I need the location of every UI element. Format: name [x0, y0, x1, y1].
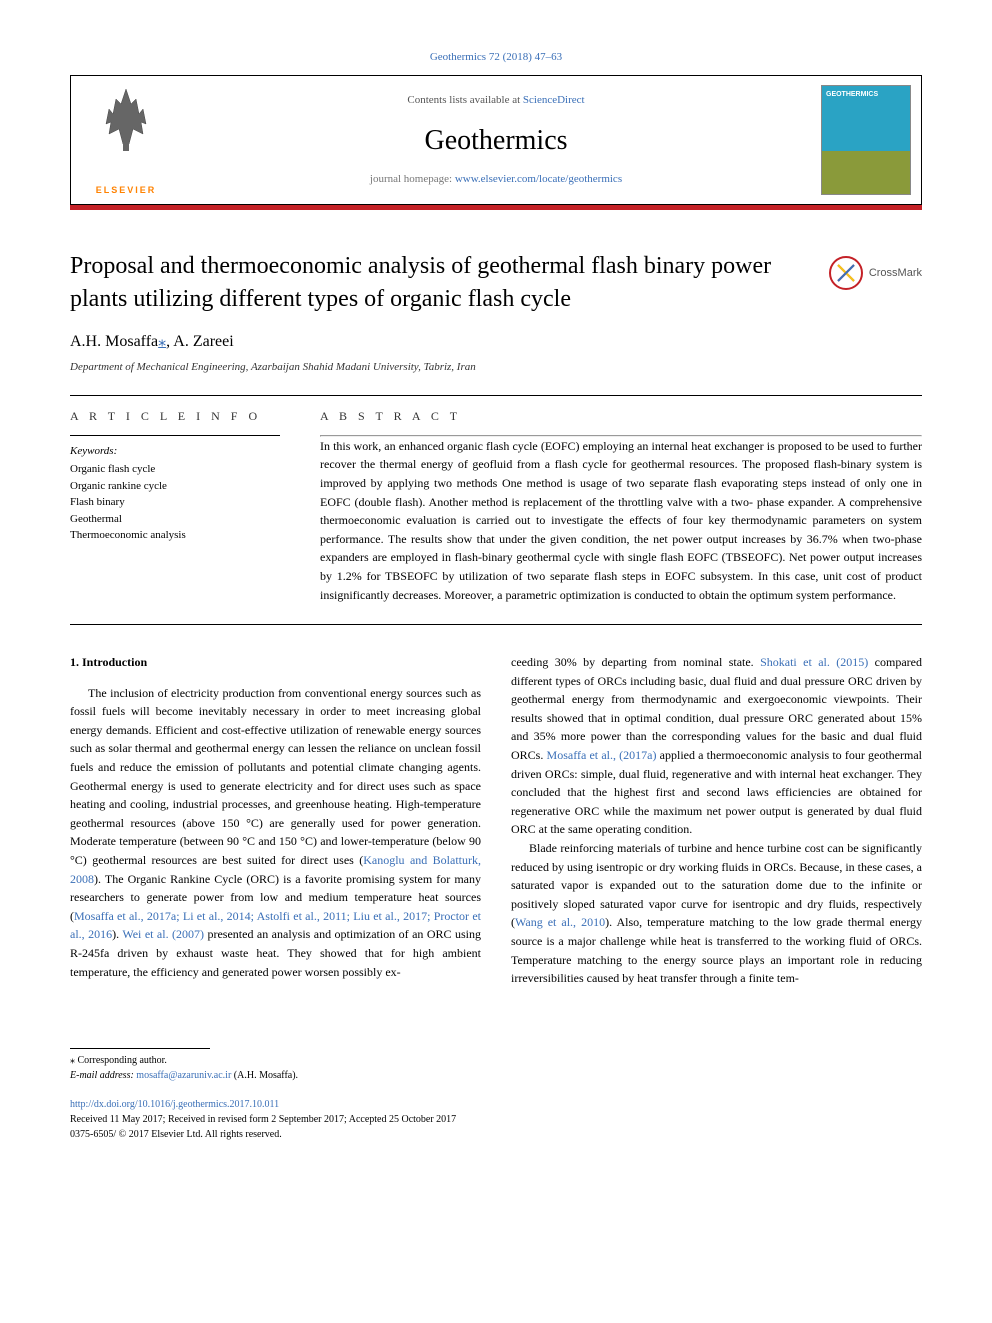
citation-link[interactable]: Mosaffa et al., (2017a): [547, 748, 657, 762]
body-column-left: 1. Introduction The inclusion of electri…: [70, 653, 481, 988]
elsevier-wordmark: ELSEVIER: [96, 184, 157, 197]
citation-link[interactable]: Wei et al. (2007): [122, 927, 204, 941]
page-container: Geothermics 72 (2018) 47–63 ELSEVIER Con…: [0, 0, 992, 1182]
email-label: E-mail address:: [70, 1070, 136, 1081]
keywords-divider: [70, 435, 280, 436]
homepage-link[interactable]: www.elsevier.com/locate/geothermics: [455, 173, 622, 185]
body-paragraph: Blade reinforcing materials of turbine a…: [511, 839, 922, 988]
journal-cover-thumbnail: GEOTHERMICS: [821, 85, 911, 195]
email-line: E-mail address: mosaffa@azaruniv.ac.ir (…: [70, 1068, 922, 1083]
doi-link[interactable]: http://dx.doi.org/10.1016/j.geothermics.…: [70, 1099, 279, 1110]
abstract-column: A B S T R A C T In this work, an enhance…: [320, 408, 922, 604]
keyword-item: Organic flash cycle: [70, 461, 280, 478]
homepage-label: journal homepage:: [370, 173, 455, 185]
body-paragraph: The inclusion of electricity production …: [70, 684, 481, 982]
body-column-right: ceeding 30% by departing from nominal st…: [511, 653, 922, 988]
crossmark-badge[interactable]: CrossMark: [829, 256, 922, 290]
journal-name: Geothermics: [424, 121, 567, 160]
authors-line: A.H. Mosaffa⁎, A. Zareei: [70, 331, 922, 353]
keyword-item: Geothermal: [70, 511, 280, 528]
abstract-text: In this work, an enhanced organic flash …: [320, 437, 922, 604]
info-abstract-row: A R T I C L E I N F O Keywords: Organic …: [70, 408, 922, 604]
article-info-heading: A R T I C L E I N F O: [70, 408, 280, 425]
body-text: ceeding 30% by departing from nominal st…: [511, 655, 760, 669]
author-2: , A. Zareei: [166, 333, 234, 350]
keywords-label: Keywords:: [70, 444, 280, 459]
author-1: A.H. Mosaffa: [70, 333, 158, 350]
homepage-line: journal homepage: www.elsevier.com/locat…: [370, 172, 622, 187]
email-link[interactable]: mosaffa@azaruniv.ac.ir: [136, 1070, 231, 1081]
article-title: Proposal and thermoeconomic analysis of …: [70, 250, 809, 315]
header-center: Contents lists available at ScienceDirec…: [181, 76, 811, 204]
abstract-heading: A B S T R A C T: [320, 408, 922, 425]
journal-header: ELSEVIER Contents lists available at Sci…: [70, 75, 922, 205]
keyword-item: Flash binary: [70, 494, 280, 511]
affiliation: Department of Mechanical Engineering, Az…: [70, 360, 922, 375]
cover-label: GEOTHERMICS: [826, 90, 878, 100]
body-text: ).: [112, 927, 122, 941]
crossmark-icon: [829, 256, 863, 290]
top-citation: Geothermics 72 (2018) 47–63: [70, 50, 922, 65]
header-red-bar: [70, 205, 922, 210]
citation-link[interactable]: Shokati et al. (2015): [760, 655, 868, 669]
article-info-column: A R T I C L E I N F O Keywords: Organic …: [70, 408, 280, 604]
body-text: compared different types of ORCs includi…: [511, 655, 922, 762]
citation-link[interactable]: Wang et al., 2010: [515, 915, 605, 929]
contents-lists-line: Contents lists available at ScienceDirec…: [407, 93, 584, 108]
keyword-item: Thermoeconomic analysis: [70, 527, 280, 544]
sciencedirect-link[interactable]: ScienceDirect: [523, 94, 585, 106]
body-paragraph: ceeding 30% by departing from nominal st…: [511, 653, 922, 839]
footer: ⁎ Corresponding author. E-mail address: …: [70, 1048, 922, 1142]
email-suffix: (A.H. Mosaffa).: [231, 1070, 298, 1081]
footer-divider: [70, 1048, 210, 1049]
crossmark-label: CrossMark: [869, 266, 922, 281]
title-row: Proposal and thermoeconomic analysis of …: [70, 250, 922, 315]
intro-heading: 1. Introduction: [70, 653, 481, 672]
elsevier-tree-icon: [91, 84, 161, 154]
issn-line: 0375-6505/ © 2017 Elsevier Ltd. All righ…: [70, 1127, 922, 1142]
keyword-item: Organic rankine cycle: [70, 478, 280, 495]
publisher-logo-block: ELSEVIER: [71, 76, 181, 204]
contents-text: Contents lists available at: [407, 94, 522, 106]
body-columns: 1. Introduction The inclusion of electri…: [70, 653, 922, 988]
body-text: The inclusion of electricity production …: [70, 686, 481, 867]
corresponding-author-marker[interactable]: ⁎: [158, 333, 166, 350]
corresponding-note: ⁎ Corresponding author.: [70, 1053, 922, 1068]
divider: [70, 624, 922, 625]
received-line: Received 11 May 2017; Received in revise…: [70, 1112, 922, 1127]
cover-thumbnail-block: GEOTHERMICS: [811, 76, 921, 204]
divider: [70, 395, 922, 396]
